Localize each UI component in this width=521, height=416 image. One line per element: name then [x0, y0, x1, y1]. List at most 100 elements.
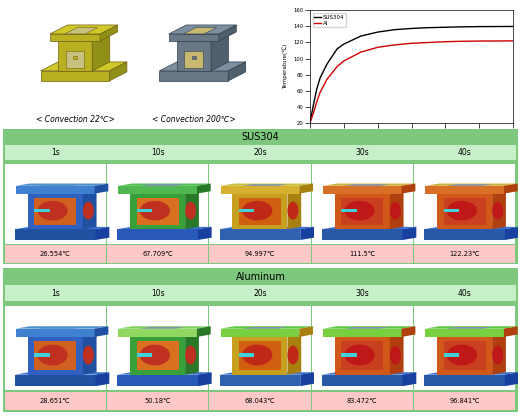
Al	[425, 40, 431, 45]
Ellipse shape	[344, 201, 375, 220]
Bar	[444, 209, 459, 213]
Bar	[239, 342, 281, 370]
Text: SUS304: SUS304	[242, 132, 279, 142]
Bar	[107, 164, 208, 244]
Bar	[414, 164, 515, 244]
SUS304	[408, 26, 415, 31]
Polygon shape	[425, 372, 519, 375]
Polygon shape	[118, 326, 210, 329]
Polygon shape	[16, 183, 108, 186]
Polygon shape	[505, 227, 519, 240]
Text: 122.23℃: 122.23℃	[449, 251, 480, 257]
Polygon shape	[15, 227, 109, 229]
Al	[324, 77, 330, 82]
Text: 83.472℃: 83.472℃	[347, 398, 378, 404]
Bar	[130, 193, 185, 229]
Ellipse shape	[390, 202, 401, 220]
Bar	[341, 353, 357, 357]
Bar	[15, 375, 95, 386]
Polygon shape	[504, 326, 518, 337]
SUS304	[510, 24, 516, 29]
Ellipse shape	[242, 201, 272, 220]
SUS304	[476, 24, 482, 29]
Polygon shape	[300, 227, 314, 240]
Text: 40s: 40s	[458, 148, 472, 157]
Polygon shape	[425, 227, 519, 229]
Text: 50.18℃: 50.18℃	[144, 398, 171, 404]
Polygon shape	[198, 227, 212, 240]
SUS304	[442, 25, 449, 30]
Polygon shape	[402, 326, 415, 337]
Bar	[5, 285, 516, 301]
Bar	[118, 329, 197, 337]
Ellipse shape	[83, 202, 94, 220]
Polygon shape	[425, 326, 518, 329]
Bar	[137, 198, 179, 225]
Polygon shape	[41, 62, 127, 71]
Text: 67.709℃: 67.709℃	[142, 251, 173, 257]
Polygon shape	[390, 334, 404, 375]
Ellipse shape	[140, 201, 170, 220]
Polygon shape	[140, 327, 185, 329]
Bar	[34, 342, 76, 370]
Polygon shape	[323, 183, 415, 186]
Polygon shape	[50, 25, 118, 34]
Polygon shape	[323, 326, 415, 329]
Polygon shape	[95, 326, 108, 337]
SUS304	[392, 27, 398, 32]
Al	[510, 38, 516, 43]
Polygon shape	[92, 32, 110, 71]
Polygon shape	[183, 27, 216, 34]
Bar	[335, 193, 390, 229]
Polygon shape	[117, 227, 212, 229]
Polygon shape	[288, 334, 301, 375]
Bar	[425, 329, 504, 337]
Bar	[232, 337, 288, 375]
Al	[311, 111, 317, 116]
Bar	[34, 353, 50, 357]
Bar	[323, 329, 402, 337]
Al	[334, 64, 340, 69]
Bar	[5, 245, 106, 263]
Bar	[130, 337, 185, 375]
Polygon shape	[505, 372, 519, 386]
Bar	[28, 193, 83, 229]
Bar	[437, 193, 492, 229]
Bar	[117, 229, 198, 240]
Line: Al: Al	[310, 41, 513, 123]
Bar	[209, 392, 311, 411]
Polygon shape	[109, 62, 127, 81]
Bar	[177, 41, 211, 71]
Bar	[312, 164, 413, 244]
Bar	[414, 392, 515, 411]
Ellipse shape	[447, 344, 477, 365]
Text: 94.997℃: 94.997℃	[245, 251, 275, 257]
Polygon shape	[185, 191, 199, 229]
Text: 30s: 30s	[355, 148, 369, 157]
Bar	[3, 268, 518, 285]
Polygon shape	[159, 62, 246, 71]
Ellipse shape	[390, 346, 401, 364]
Text: 10s: 10s	[151, 148, 165, 157]
Ellipse shape	[492, 202, 503, 220]
SUS304	[324, 62, 330, 67]
Text: 68.043℃: 68.043℃	[244, 398, 276, 404]
Polygon shape	[492, 191, 506, 229]
Bar	[425, 375, 505, 386]
Polygon shape	[425, 183, 518, 186]
Al	[408, 41, 415, 46]
Polygon shape	[390, 191, 404, 229]
Bar	[220, 375, 300, 386]
Ellipse shape	[38, 344, 68, 365]
Polygon shape	[242, 327, 288, 329]
Polygon shape	[220, 372, 314, 375]
Bar	[3, 129, 518, 144]
Text: 20s: 20s	[253, 289, 267, 297]
Bar	[312, 306, 413, 390]
Text: 28.651℃: 28.651℃	[40, 398, 71, 404]
Bar	[335, 337, 390, 375]
Bar	[239, 209, 254, 213]
Polygon shape	[15, 372, 109, 375]
Polygon shape	[299, 183, 313, 193]
Polygon shape	[198, 372, 212, 386]
